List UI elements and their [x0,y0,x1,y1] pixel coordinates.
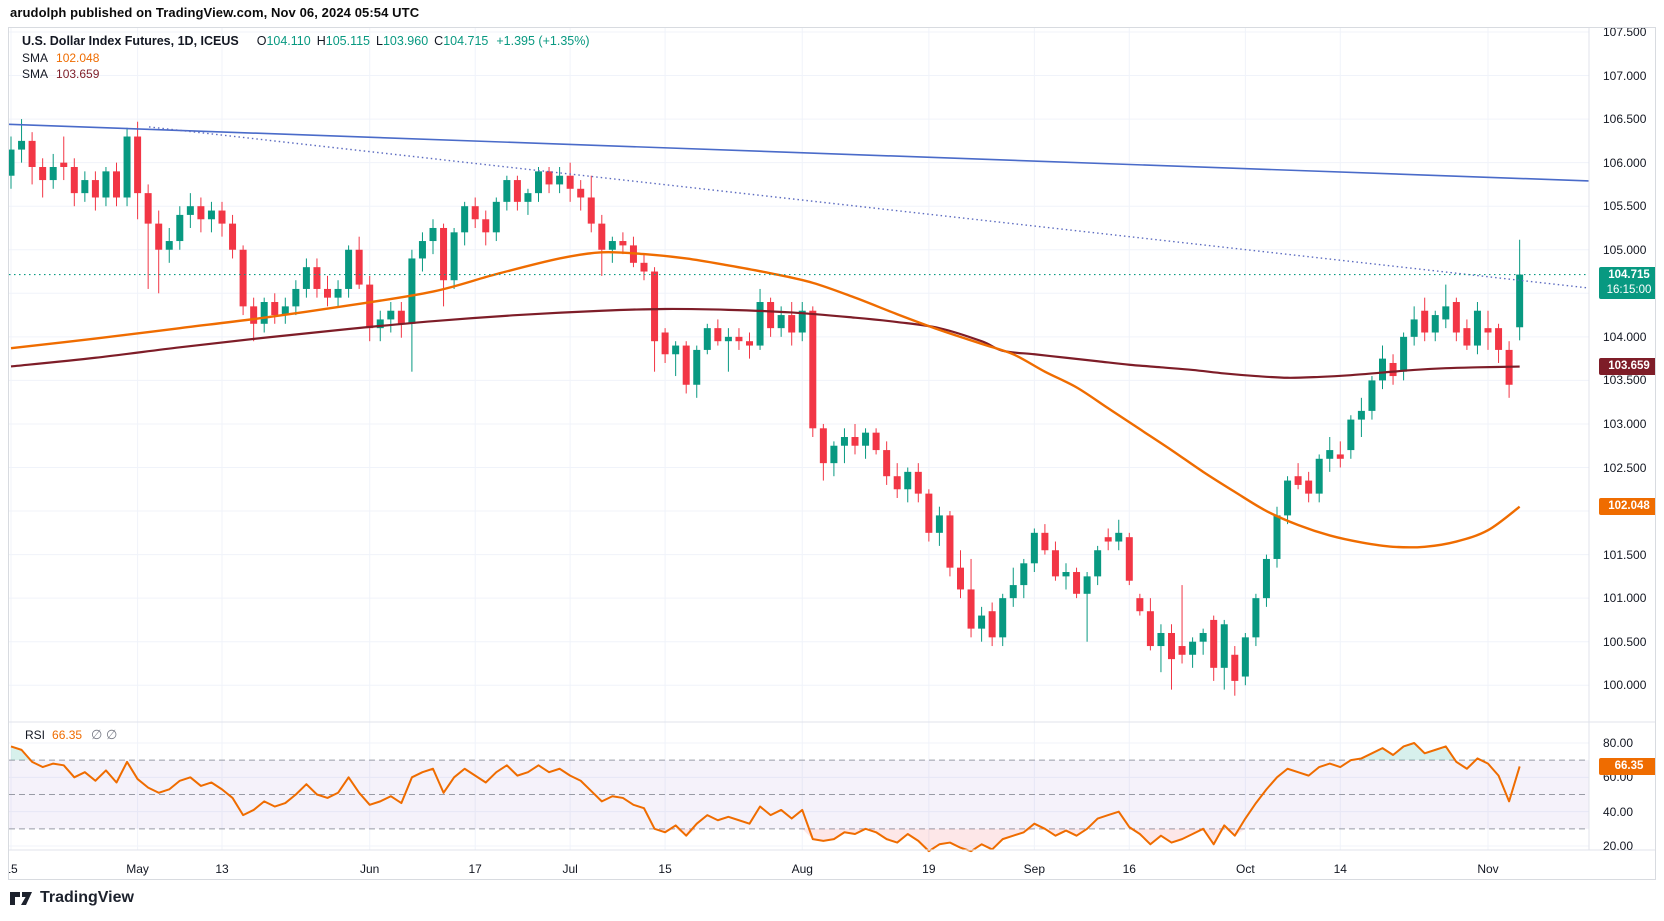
sma-value: 102.048 [56,51,100,65]
sma-label: SMA [22,66,49,81]
ohlc-key: C [434,34,444,48]
price-axis-label: 104.000 [1603,329,1647,344]
time-axis-label: 15 [9,862,18,876]
ohlc-val: 104.110 [266,34,311,48]
price-axis-label: 100.000 [1603,678,1647,693]
bar-countdown: 16:15:00 [1606,283,1652,296]
time-axis-label: May [126,862,149,876]
time-axis-label: 13 [215,862,229,876]
time-axis-label: 19 [922,862,936,876]
price-axis-label: 107.000 [1603,68,1647,83]
ohlc-val: 103.960 [382,34,429,48]
price-axis-label: 103.000 [1603,416,1647,431]
rsi-axis-label: 40.00 [1603,804,1634,819]
time-axis-label: 17 [468,862,482,876]
symbol-title[interactable]: U.S. Dollar Index Futures, 1D, ICEUS [22,34,239,48]
price-axis-label: 100.500 [1603,634,1647,649]
time-axis-label: Sep [1023,862,1046,876]
tradingview-logo[interactable]: TradingView [10,889,134,907]
price-axis-label: 107.500 [1603,27,1647,39]
price-axis-label: 101.500 [1603,547,1647,562]
rsi-value: 66.35 [52,728,83,742]
time-axis-label: Oct [1236,862,1255,876]
ohlc-key: L [376,34,383,48]
sma-slow-badge: 103.659 [1599,357,1655,375]
rsi-axis-label: 80.00 [1603,736,1634,750]
price-axis-label: 105.500 [1603,199,1647,214]
ohlc-values: O104.110 H105.115 L103.960 C104.715 [251,34,489,48]
price-axis-label: 103.500 [1603,373,1647,388]
rsi-empty-params: ∅ ∅ [91,727,118,742]
rsi-legend: RSI 66.35 ∅ ∅ [25,727,117,743]
sma-legend-row[interactable]: SMA 103.659 [22,67,99,81]
price-axis-label: 105.000 [1603,242,1647,257]
last-price-value: 104.715 [1608,268,1650,281]
price-axis-label: 102.500 [1603,460,1647,475]
time-axis-label: Nov [1477,862,1499,876]
rsi-axis-label: 20.00 [1603,839,1634,853]
publish-info: arudolph published on TradingView.com, N… [10,5,420,20]
tradingview-mark-icon [10,891,32,905]
sma-value: 103.659 [56,66,100,81]
price-axis-label: 101.000 [1603,591,1647,606]
tradingview-logo-text: TradingView [40,889,134,906]
rsi-label[interactable]: RSI [25,728,46,742]
chart-canvas[interactable] [9,28,1656,880]
time-axis-label: 15 [658,862,672,876]
price-axis-label: 106.500 [1603,112,1647,127]
ohlc-val: 104.715 [443,34,489,48]
ohlc-key: H [316,34,326,48]
time-axis-label: Aug [791,862,813,876]
price-axis-label: 106.000 [1603,155,1647,170]
chart-widget: U.S. Dollar Index Futures, 1D, ICEUS O104… [8,27,1656,880]
last-price-badge: 104.715 16:15:00 [1599,266,1655,299]
time-axis-label: 14 [1333,862,1347,876]
symbol-legend: U.S. Dollar Index Futures, 1D, ICEUS O104… [22,34,590,48]
sma-label: SMA [22,51,49,65]
time-axis-label: Jul [562,862,578,876]
sma-fast-badge: 102.048 [1599,497,1655,515]
ohlc-key: O [256,34,267,48]
time-axis-label: Jun [360,862,380,876]
time-axis-label: 16 [1122,862,1136,876]
change-value: +1.395 (+1.35%) [496,34,590,48]
sma-legend-row[interactable]: SMA 102.048 [22,51,99,65]
ohlc-val: 105.115 [325,34,371,48]
rsi-value-badge: 66.35 [1599,758,1655,776]
